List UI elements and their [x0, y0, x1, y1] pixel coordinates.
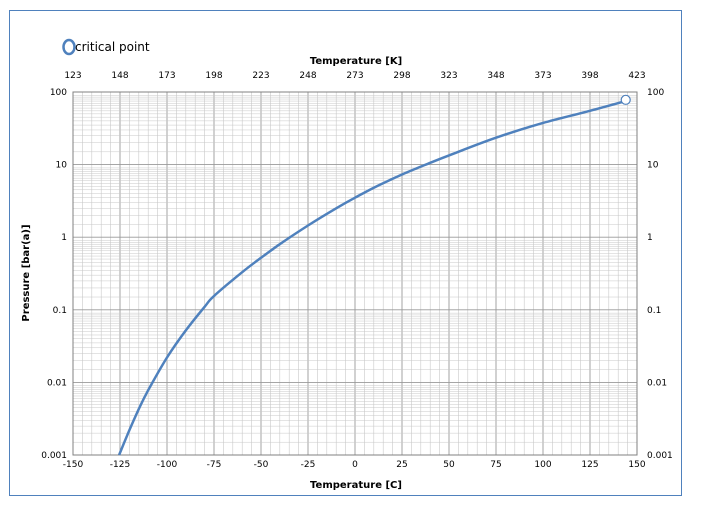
- x-tick-label: 125: [581, 460, 598, 470]
- x-tick-label: -150: [63, 460, 84, 470]
- plot-border: [72, 91, 638, 456]
- x-tick-label: -25: [301, 460, 316, 470]
- y-tick-label: 0.001: [41, 451, 67, 461]
- y2-tick-label: 0.001: [647, 451, 673, 461]
- x2-tick-label: 248: [299, 71, 316, 81]
- x-tick-label: 25: [396, 460, 407, 470]
- y-tick-label: 0.01: [47, 378, 67, 388]
- y2-tick-label: 10: [647, 161, 659, 171]
- y-tick-label: 1: [61, 233, 67, 243]
- y-axis-title: Pressure [bar(a)]: [21, 224, 32, 321]
- x2-tick-label: 398: [581, 71, 598, 81]
- critical-point-marker: [620, 94, 631, 105]
- x2-tick-label: 173: [158, 71, 175, 81]
- y2-tick-label: 0.1: [647, 306, 661, 316]
- x-tick-label: -75: [207, 460, 222, 470]
- chart-frame: [9, 10, 682, 496]
- y-tick-label: 10: [56, 161, 68, 171]
- grid-layer: [72, 91, 638, 456]
- x2-tick-label: 298: [393, 71, 410, 81]
- x-tick-label: -100: [157, 460, 178, 470]
- x-tick-label: 50: [443, 460, 455, 470]
- x2-tick-label: 123: [64, 71, 81, 81]
- y2-tick-label: 100: [647, 88, 664, 98]
- x2-tick-label: 348: [487, 71, 504, 81]
- x-tick-label: 75: [490, 460, 501, 470]
- tick-layer: -150 -125 -100 -75 -50 -25 0 25 50 75 100 125 150 123…: [41, 71, 673, 470]
- x-axis-title: Temperature [C]: [310, 480, 402, 491]
- x2-tick-label: 273: [346, 71, 363, 81]
- x2-tick-label: 323: [440, 71, 457, 81]
- legend-marker: [62, 38, 76, 56]
- y2-tick-label: 1: [647, 233, 653, 243]
- x2-axis-title: Temperature [K]: [310, 56, 402, 67]
- x-tick-label: -50: [254, 460, 269, 470]
- legend-label: critical point: [75, 40, 150, 54]
- legend: critical point: [62, 38, 150, 56]
- x2-tick-label: 423: [628, 71, 645, 81]
- y-tick-label: 100: [50, 88, 67, 98]
- x2-tick-label: 148: [111, 71, 128, 81]
- x-tick-label: 100: [534, 460, 551, 470]
- y-tick-label: 0.1: [53, 306, 67, 316]
- vapor-pressure-line: [117, 99, 627, 456]
- x2-tick-label: 373: [534, 71, 551, 81]
- x-tick-label: -125: [110, 460, 130, 470]
- x2-tick-label: 198: [205, 71, 222, 81]
- x-tick-label: 150: [628, 460, 645, 470]
- x2-tick-label: 223: [252, 71, 269, 81]
- x-tick-label: 0: [352, 460, 358, 470]
- y2-tick-label: 0.01: [647, 378, 667, 388]
